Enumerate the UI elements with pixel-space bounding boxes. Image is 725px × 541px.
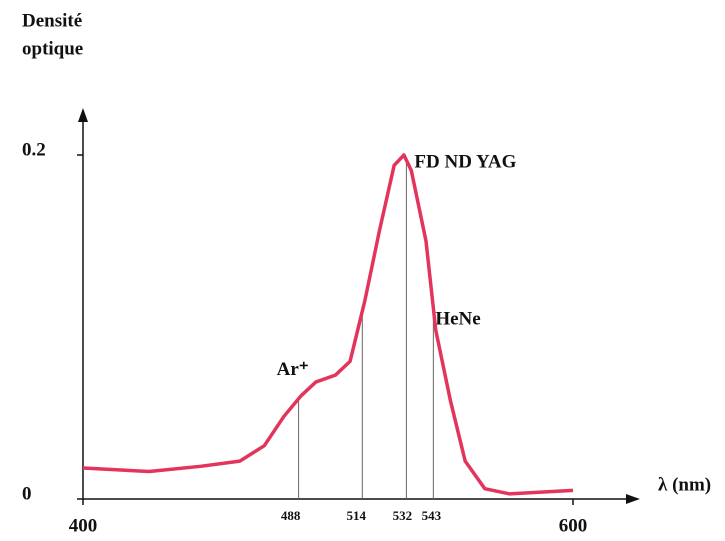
y-tick-label: 0 xyxy=(22,483,32,504)
laser-tick-label: 514 xyxy=(347,508,367,523)
laser-tick-label: 543 xyxy=(422,508,442,523)
y-axis-label: Densité xyxy=(22,10,82,31)
x-tick-label: 400 xyxy=(69,515,98,536)
y-axis-arrow xyxy=(78,108,88,122)
laser-tick-label: 532 xyxy=(393,508,413,523)
laser-name: FD ND YAG xyxy=(414,151,516,172)
laser-tick-label: 488 xyxy=(281,508,301,523)
y-axis-label: optique xyxy=(22,38,83,59)
y-tick-label: 0.2 xyxy=(22,139,46,160)
x-axis-arrow xyxy=(626,494,640,504)
spectrum-line xyxy=(82,153,574,496)
x-axis-label: λ (nm) xyxy=(658,474,711,495)
x-tick-label: 600 xyxy=(559,515,588,536)
laser-name: HeNe xyxy=(435,308,480,329)
laser-name: Ar⁺ xyxy=(277,359,309,380)
